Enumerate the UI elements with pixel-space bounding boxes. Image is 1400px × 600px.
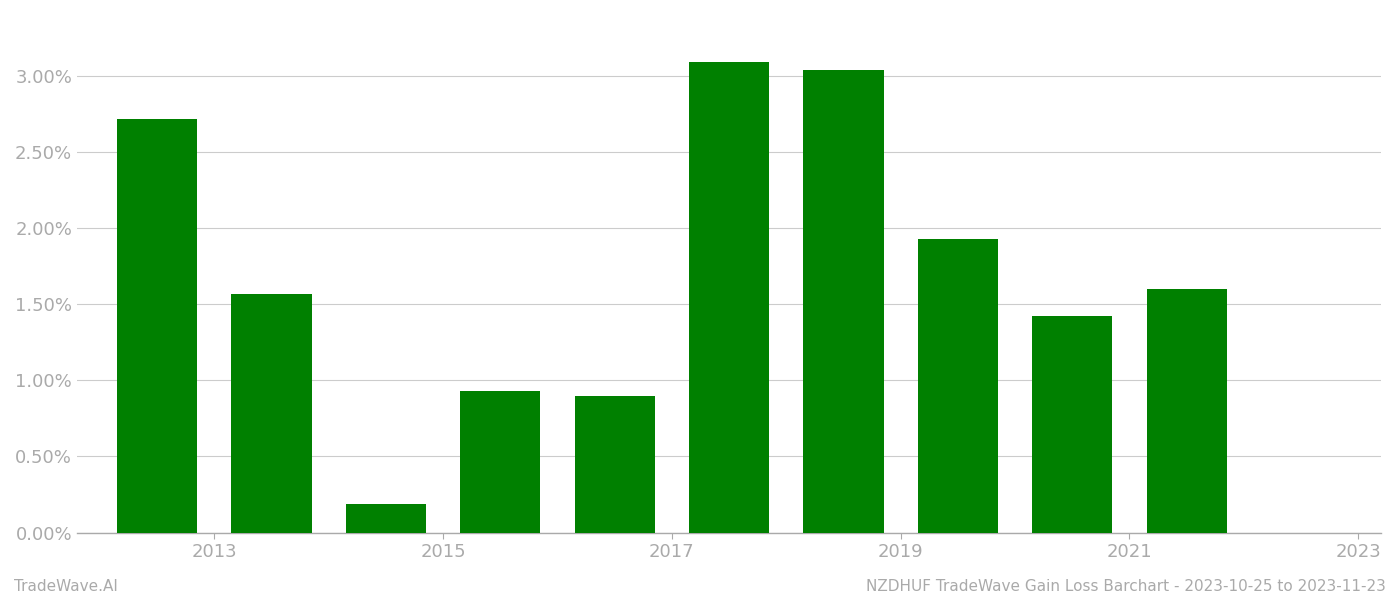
Bar: [689, 62, 769, 533]
Bar: [1147, 289, 1226, 533]
Bar: [918, 239, 998, 533]
Text: NZDHUF TradeWave Gain Loss Barchart - 2023-10-25 to 2023-11-23: NZDHUF TradeWave Gain Loss Barchart - 20…: [867, 579, 1386, 594]
Bar: [231, 293, 312, 533]
Bar: [574, 395, 655, 533]
Bar: [118, 119, 197, 533]
Bar: [1032, 316, 1113, 533]
Bar: [804, 70, 883, 533]
Text: TradeWave.AI: TradeWave.AI: [14, 579, 118, 594]
Bar: [346, 503, 426, 533]
Bar: [461, 391, 540, 533]
